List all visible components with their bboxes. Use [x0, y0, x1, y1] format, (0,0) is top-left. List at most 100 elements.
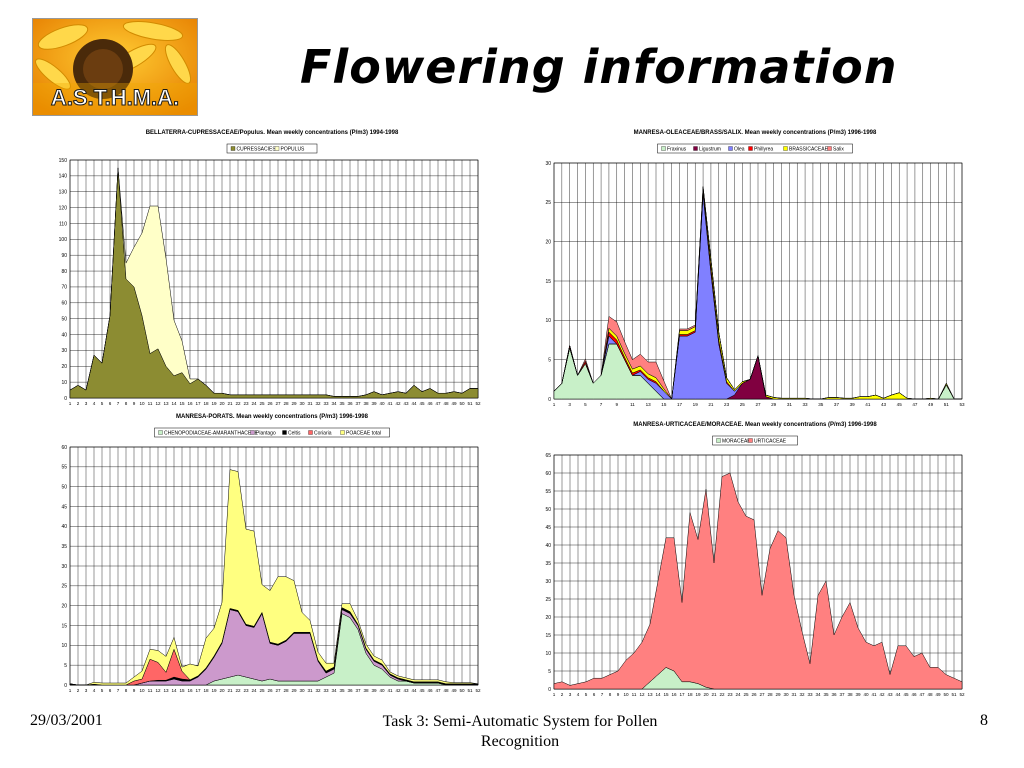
x-tick-label: 22 — [235, 688, 241, 693]
chart-title: MANRESA-URTICACEAE/MORACEAE. Mean weekly… — [633, 422, 877, 428]
y-tick-label: 0 — [64, 683, 67, 689]
y-tick-label: 140 — [59, 174, 68, 180]
x-tick-label: 2 — [77, 401, 80, 406]
x-tick-label: 48 — [443, 401, 449, 406]
legend-swatch — [308, 430, 313, 435]
x-tick-label: 40 — [379, 688, 385, 693]
y-tick-label: 5 — [548, 669, 551, 675]
x-tick-label: 44 — [895, 692, 901, 697]
chart-title: BELLATERRA-CUPRESSACEAE/Populus. Mean we… — [146, 130, 399, 136]
x-tick-label: 49 — [451, 401, 457, 406]
x-tick-label: 42 — [395, 688, 401, 693]
x-tick-label: 15 — [179, 401, 185, 406]
x-tick-label: 41 — [387, 688, 393, 693]
legend-swatch — [827, 146, 832, 151]
x-tick-label: 19 — [211, 688, 217, 693]
x-tick-label: 3 — [568, 402, 571, 407]
x-tick-label: 41 — [865, 402, 871, 407]
y-tick-label: 0 — [548, 687, 551, 693]
x-tick-label: 24 — [735, 692, 741, 697]
x-tick-label: 39 — [855, 692, 861, 697]
x-tick-label: 25 — [259, 688, 265, 693]
legend-swatch — [274, 146, 280, 151]
asthma-logo: A.S.T.H.M.A. — [32, 18, 198, 116]
legend-label: POACEAE total — [346, 431, 381, 437]
x-tick-label: 22 — [719, 692, 725, 697]
legend-label: Olea — [734, 147, 745, 153]
chart-svg: BELLATERRA-CUPRESSACEAE/Populus. Mean we… — [59, 130, 481, 406]
x-tick-label: 5 — [585, 692, 588, 697]
x-tick-label: 21 — [227, 401, 233, 406]
x-tick-label: 15 — [179, 688, 185, 693]
y-tick-label: 90 — [61, 253, 67, 259]
y-tick-label: 20 — [545, 615, 551, 621]
x-tick-label: 7 — [601, 692, 604, 697]
legend-swatch — [693, 146, 698, 151]
y-tick-label: 30 — [545, 579, 551, 585]
x-tick-label: 16 — [187, 688, 193, 693]
x-tick-label: 31 — [791, 692, 797, 697]
x-tick-label: 8 — [609, 692, 612, 697]
x-tick-label: 51 — [944, 402, 950, 407]
x-tick-label: 15 — [663, 692, 669, 697]
x-tick-label: 43 — [403, 401, 409, 406]
y-tick-label: 55 — [545, 489, 551, 495]
x-tick-label: 14 — [171, 688, 177, 693]
y-tick-label: 65 — [545, 453, 551, 459]
x-tick-label: 11 — [630, 402, 635, 407]
x-tick-label: 39 — [371, 688, 377, 693]
x-tick-label: 3 — [85, 688, 88, 693]
x-tick-label: 9 — [133, 401, 136, 406]
legend-label: BRASSICACEAE — [789, 147, 829, 153]
x-tick-label: 26 — [751, 692, 757, 697]
x-tick-label: 9 — [617, 692, 620, 697]
x-tick-label: 22 — [235, 401, 241, 406]
x-tick-label: 32 — [799, 692, 805, 697]
x-tick-label: 9 — [133, 688, 136, 693]
x-tick-label: 39 — [371, 401, 377, 406]
x-tick-label: 9 — [615, 402, 618, 407]
legend-label: POPULUS — [281, 147, 306, 153]
series-area — [553, 472, 963, 690]
x-tick-label: 21 — [708, 402, 714, 407]
legend-label: Fraxinus — [667, 147, 687, 153]
chart-grid — [69, 446, 479, 686]
x-tick-label: 30 — [299, 401, 305, 406]
y-tick-label: 150 — [59, 158, 68, 164]
series-area — [69, 469, 479, 686]
x-tick-label: 16 — [187, 401, 193, 406]
x-tick-label: 20 — [219, 401, 225, 406]
chart-legend: CUPRESSACIES POPULUS — [226, 143, 318, 154]
x-tick-label: 7 — [117, 688, 120, 693]
y-tick-label: 15 — [61, 623, 67, 629]
x-tick-label: 13 — [647, 692, 653, 697]
y-tick-label: 60 — [61, 445, 67, 451]
x-tick-label: 39 — [850, 402, 856, 407]
legend-label: URTICACEAE — [754, 439, 787, 445]
series-area — [553, 186, 962, 400]
legend-swatch — [716, 438, 721, 443]
x-tick-label: 29 — [771, 402, 777, 407]
x-tick-label: 33 — [323, 688, 329, 693]
x-tick-label: 19 — [695, 692, 701, 697]
x-tick-label: 34 — [331, 401, 337, 406]
x-tick-label: 13 — [163, 688, 169, 693]
x-tick-label: 24 — [251, 401, 257, 406]
x-tick-label: 36 — [831, 692, 837, 697]
legend-label: Ligustrum — [699, 147, 721, 153]
y-tick-label: 55 — [61, 465, 67, 471]
x-tick-label: 23 — [724, 402, 730, 407]
y-tick-label: 110 — [59, 221, 67, 227]
x-tick-label: 30 — [299, 688, 305, 693]
x-tick-label: 46 — [911, 692, 917, 697]
x-tick-label: 30 — [783, 692, 789, 697]
legend-label: Plantago — [256, 431, 276, 437]
x-tick-label: 46 — [427, 401, 433, 406]
x-tick-label: 19 — [211, 401, 217, 406]
x-tick-label: 49 — [451, 688, 457, 693]
y-tick-label: 50 — [61, 316, 67, 322]
chart-svg: MANRESA-OLEACEAE/BRASS/SALIX. Mean weekl… — [545, 130, 965, 407]
x-tick-label: 32 — [315, 688, 321, 693]
x-tick-label: 12 — [639, 692, 645, 697]
x-tick-label: 3 — [85, 401, 88, 406]
